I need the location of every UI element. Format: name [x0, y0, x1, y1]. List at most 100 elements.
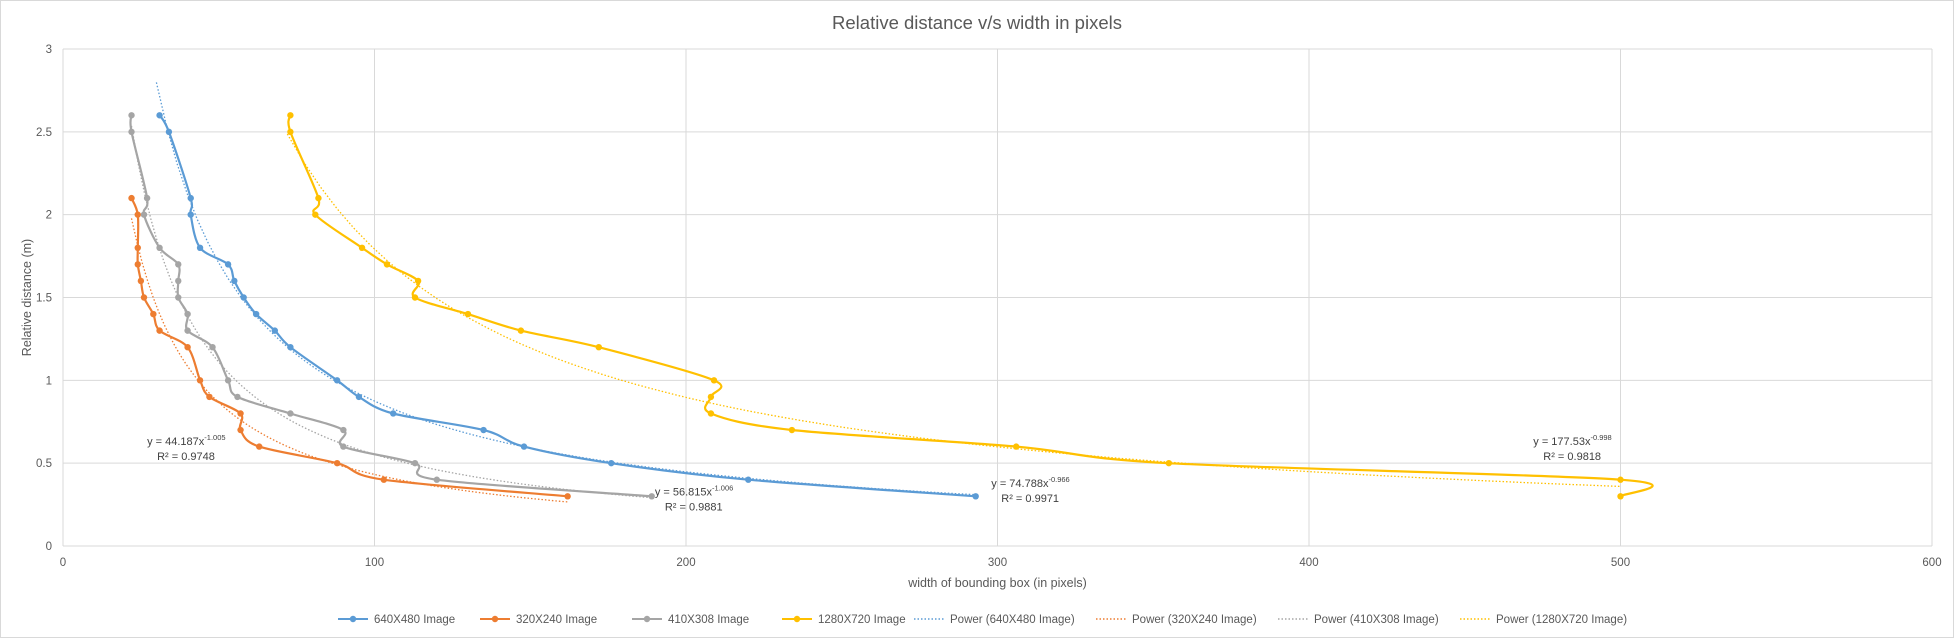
x-tick-label: 400 [1299, 557, 1318, 569]
data-point [140, 211, 148, 218]
data-point [224, 261, 232, 268]
trendline-equation: y = 74.788x-0.966 [991, 475, 1069, 490]
data-point [1617, 476, 1624, 483]
legend-label: 320X240 Image [516, 614, 597, 626]
data-point [187, 194, 194, 202]
legend-item: 410X308 Image [632, 614, 749, 626]
series [287, 112, 1654, 500]
data-point [240, 294, 247, 301]
x-tick-label: 0 [60, 557, 66, 569]
data-point [234, 393, 241, 401]
x-tick-label: 100 [365, 557, 384, 569]
data-point [140, 294, 148, 301]
data-point [175, 261, 182, 268]
data-point [165, 128, 173, 136]
data-point [411, 459, 419, 467]
data-point [707, 410, 715, 417]
data-point [256, 443, 263, 450]
trendline-r2: R² = 0.9748 [157, 451, 215, 463]
data-point [237, 426, 244, 434]
data-point [156, 244, 163, 251]
data-point [196, 244, 204, 251]
legend-marker [491, 615, 499, 623]
data-point [520, 443, 528, 450]
trendline-r2: R² = 0.9818 [1543, 451, 1601, 463]
legend-marker [349, 615, 357, 623]
legend-item: Power (320X240 Image) [1096, 614, 1257, 626]
legend-label: 640X480 Image [374, 614, 455, 626]
data-point [128, 128, 135, 136]
x-tick-label: 300 [988, 557, 1007, 569]
data-point [231, 277, 238, 285]
data-point [355, 393, 363, 401]
data-point [710, 377, 718, 384]
legend-item: 640X480 Image [338, 614, 455, 626]
legend-label: Power (410X308 Image) [1314, 614, 1439, 626]
data-point [175, 294, 182, 301]
data-point [358, 244, 366, 251]
data-point [595, 344, 602, 351]
series-line [158, 114, 976, 498]
data-point [134, 261, 141, 268]
data-point [333, 459, 341, 467]
data-point [315, 194, 322, 202]
legend-item: Power (410X308 Image) [1278, 614, 1439, 626]
data-point [287, 410, 294, 417]
trendline [130, 125, 652, 499]
x-tick-label: 200 [676, 557, 695, 569]
legend-item: 1280X720 Image [782, 614, 906, 626]
data-point [224, 377, 232, 384]
data-point [414, 277, 422, 285]
data-point [287, 128, 294, 136]
trendline-equation: y = 44.187x-1.005 [147, 433, 225, 448]
data-point [707, 393, 715, 401]
data-point [128, 112, 135, 119]
data-point [287, 112, 294, 119]
trendline-r2: R² = 0.9881 [665, 501, 723, 513]
data-point [564, 493, 571, 500]
data-point [517, 327, 525, 334]
data-point [187, 211, 194, 218]
data-series [128, 112, 1654, 500]
axes: 0 100 200 300 400 500 600 0 0.5 1 1.5 2 2.5 3 [36, 44, 1942, 569]
trendlines [130, 82, 1621, 503]
data-point [137, 277, 145, 285]
legend-label: Power (1280X720 Image) [1496, 614, 1627, 626]
y-tick-label: 1 [46, 375, 52, 387]
series [128, 112, 655, 500]
data-point [252, 310, 260, 318]
data-point [287, 344, 294, 351]
data-point [433, 476, 440, 483]
trendline [286, 133, 1621, 488]
data-point [134, 244, 141, 251]
legend-item: Power (1280X720 Image) [1460, 614, 1627, 626]
data-point [156, 112, 163, 119]
data-point [206, 393, 213, 401]
y-axis-title: Relative distance (m) [20, 239, 34, 356]
data-point [184, 327, 191, 334]
data-point [1012, 443, 1020, 450]
trendline-equations: y = 44.187x-1.005 R² = 0.9748 y = 56.815x-… [147, 433, 1612, 514]
data-point [156, 327, 163, 334]
trendline-equation: y = 177.53x-0.998 [1533, 433, 1611, 448]
data-point [411, 294, 419, 301]
data-point [237, 410, 244, 417]
data-point [184, 310, 191, 318]
data-point [175, 277, 182, 285]
data-point [1165, 459, 1173, 467]
legend-item: 320X240 Image [480, 614, 597, 626]
y-tick-label: 2 [46, 210, 52, 222]
data-point [209, 344, 216, 351]
y-tick-label: 3 [46, 44, 52, 56]
gridlines [63, 48, 1933, 546]
data-point [788, 426, 796, 434]
legend-marker [793, 615, 801, 623]
data-point [184, 344, 191, 351]
x-tick-label: 500 [1611, 557, 1630, 569]
trendline [155, 82, 976, 496]
data-point [143, 194, 151, 202]
data-point [389, 410, 397, 417]
data-point [150, 310, 157, 318]
